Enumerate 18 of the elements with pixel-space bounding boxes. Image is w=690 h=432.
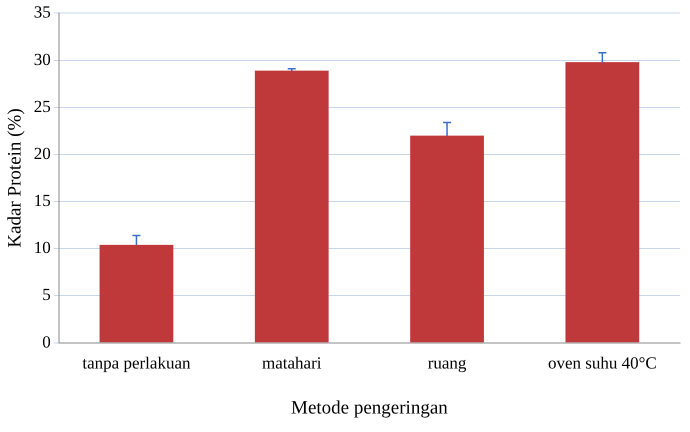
x-tick-label: oven suhu 40°C bbox=[548, 353, 657, 372]
x-tick-label: matahari bbox=[262, 353, 322, 372]
x-axis-title: Metode pengeringan bbox=[291, 398, 448, 419]
y-axis-title: Kadar Protein (%) bbox=[4, 108, 26, 248]
y-tick-label: 5 bbox=[42, 285, 51, 304]
bar bbox=[565, 62, 640, 342]
y-tick-label: 35 bbox=[34, 2, 51, 22]
bar bbox=[254, 70, 329, 342]
y-tick-label: 10 bbox=[34, 238, 51, 258]
bar bbox=[410, 136, 484, 342]
bar bbox=[100, 244, 174, 342]
x-tick-label: ruang bbox=[428, 353, 467, 372]
y-tick-label: 20 bbox=[34, 144, 51, 163]
y-tick-label: 15 bbox=[34, 191, 51, 210]
y-tick-label: 25 bbox=[34, 96, 51, 116]
y-tick-label: 30 bbox=[34, 50, 51, 69]
y-tick-label: 0 bbox=[42, 332, 51, 352]
x-tick-label: tanpa perlakuan bbox=[82, 353, 191, 372]
